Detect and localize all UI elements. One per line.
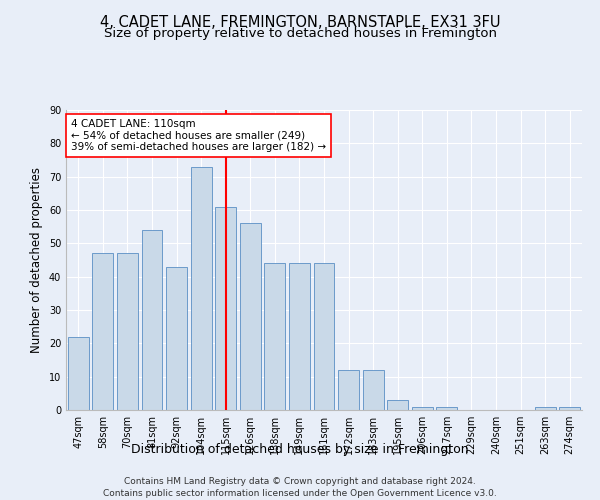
- Y-axis label: Number of detached properties: Number of detached properties: [30, 167, 43, 353]
- Text: Distribution of detached houses by size in Fremington: Distribution of detached houses by size …: [131, 442, 469, 456]
- Bar: [559, 406, 580, 410]
- Bar: [215, 206, 236, 410]
- Bar: [412, 406, 433, 410]
- Bar: [142, 230, 163, 410]
- Bar: [314, 264, 334, 410]
- Text: 4 CADET LANE: 110sqm
← 54% of detached houses are smaller (249)
39% of semi-deta: 4 CADET LANE: 110sqm ← 54% of detached h…: [71, 119, 326, 152]
- Bar: [240, 224, 261, 410]
- Bar: [289, 264, 310, 410]
- Bar: [117, 254, 138, 410]
- Bar: [265, 264, 286, 410]
- Bar: [338, 370, 359, 410]
- Text: 4, CADET LANE, FREMINGTON, BARNSTAPLE, EX31 3FU: 4, CADET LANE, FREMINGTON, BARNSTAPLE, E…: [100, 15, 500, 30]
- Text: Contains public sector information licensed under the Open Government Licence v3: Contains public sector information licen…: [103, 489, 497, 498]
- Text: Size of property relative to detached houses in Fremington: Size of property relative to detached ho…: [104, 28, 497, 40]
- Text: Contains HM Land Registry data © Crown copyright and database right 2024.: Contains HM Land Registry data © Crown c…: [124, 478, 476, 486]
- Bar: [166, 266, 187, 410]
- Bar: [92, 254, 113, 410]
- Bar: [387, 400, 408, 410]
- Bar: [191, 166, 212, 410]
- Bar: [436, 406, 457, 410]
- Bar: [362, 370, 383, 410]
- Bar: [535, 406, 556, 410]
- Bar: [68, 336, 89, 410]
